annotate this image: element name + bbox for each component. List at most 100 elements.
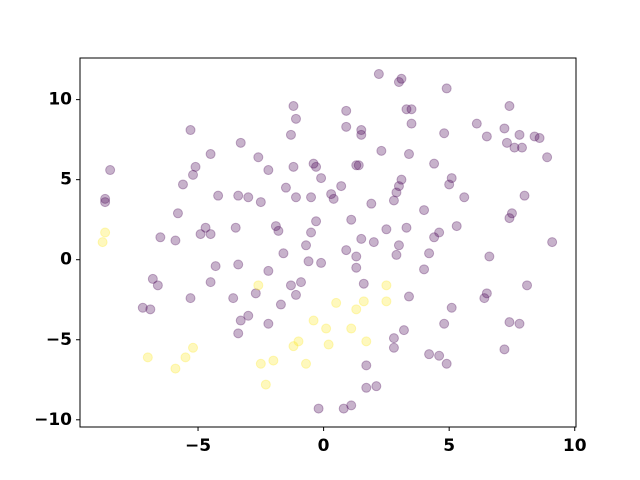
scatter-point (388, 195, 399, 206)
scatter-point (188, 169, 199, 180)
scatter-point (346, 214, 357, 225)
scatter-point (351, 304, 362, 315)
scatter-point (288, 161, 299, 172)
scatter-point (268, 355, 279, 366)
scatter-point (100, 227, 111, 238)
scatter-point (358, 278, 369, 289)
scatter-point (484, 251, 495, 262)
scatter-point (233, 190, 244, 201)
scatter-point (341, 245, 352, 256)
scatter-point (361, 360, 372, 371)
scatter-point (519, 190, 530, 201)
y-tick-label: 0 (60, 250, 72, 270)
scatter-point (396, 174, 407, 185)
scatter-point (243, 192, 254, 203)
scatter-point (393, 240, 404, 251)
scatter-point (522, 280, 533, 291)
scatter-point (285, 280, 296, 291)
scatter-point (542, 152, 553, 163)
scatter-point (381, 280, 392, 291)
scatter-point (341, 121, 352, 132)
scatter-point (308, 315, 319, 326)
x-tick-label: 10 (563, 436, 587, 456)
scatter-point (509, 142, 520, 153)
scatter-point (205, 229, 216, 240)
scatter-point (361, 336, 372, 347)
scatter-point (321, 323, 332, 334)
scatter-point (481, 288, 492, 299)
scatter-point (351, 262, 362, 273)
scatter-point (293, 336, 304, 347)
scatter-point (459, 192, 470, 203)
scatter-point (290, 289, 301, 300)
scatter-point (200, 222, 211, 233)
scatter-point (170, 235, 181, 246)
scatter-point (250, 288, 261, 299)
scatter-point (471, 118, 482, 129)
scatter-point (190, 161, 201, 172)
scatter-point (105, 165, 116, 176)
scatter-point (255, 197, 266, 208)
scatter-point (403, 149, 414, 160)
scatter-point (361, 382, 372, 393)
scatter-point (316, 257, 327, 268)
scatter-point (376, 145, 387, 156)
scatter-point (356, 129, 367, 140)
scatter-point (323, 339, 334, 350)
scatter-point (185, 125, 196, 136)
y-tick-label: −10 (34, 410, 72, 430)
scatter-point (391, 249, 402, 260)
scatter-point (406, 104, 417, 115)
scatter-point (177, 179, 188, 190)
scatter-point (451, 221, 462, 232)
scatter-point (351, 160, 362, 171)
scatter-point (303, 256, 314, 267)
y-tick-label: 10 (48, 90, 72, 110)
scatter-point (439, 128, 450, 139)
scatter-point (517, 142, 528, 153)
scatter-point (534, 133, 545, 144)
scatter-point (97, 237, 108, 248)
scatter-point (255, 358, 266, 369)
scatter-point (263, 165, 274, 176)
scatter-point (142, 352, 153, 363)
scatter-point (235, 137, 246, 148)
scatter-point (371, 381, 382, 392)
scatter-point (429, 158, 440, 169)
scatter-point (328, 193, 339, 204)
scatter-point (233, 259, 244, 270)
scatter-point (441, 83, 452, 94)
scatter-point (401, 222, 412, 233)
scatter-point (275, 299, 286, 310)
scatter-point (481, 131, 492, 142)
scatter-point (479, 293, 490, 304)
scatter-point (434, 350, 445, 361)
scatter-point (100, 193, 111, 204)
scatter-point (336, 181, 347, 192)
scatter-point (401, 104, 412, 115)
scatter-point (243, 310, 254, 321)
scatter-point (152, 280, 163, 291)
plot-area (80, 58, 576, 427)
scatter-point (504, 213, 515, 224)
scatter-point (285, 129, 296, 140)
scatter-point (419, 264, 430, 275)
scatter-point (393, 181, 404, 192)
scatter-point (230, 222, 241, 233)
scatter-point (233, 328, 244, 339)
scatter-point (381, 224, 392, 235)
scatter-point (446, 173, 457, 184)
scatter-point (326, 189, 337, 200)
scatter-point (253, 152, 264, 163)
scatter-point (195, 229, 206, 240)
scatter-point (501, 137, 512, 148)
scatter-point (346, 400, 357, 411)
scatter-point (434, 227, 445, 238)
scatter-point (444, 179, 455, 190)
scatter-point (145, 304, 156, 315)
scatter-point (341, 105, 352, 116)
scatter-point (351, 251, 362, 262)
scatter-point (306, 227, 317, 238)
scatter-point (441, 358, 452, 369)
